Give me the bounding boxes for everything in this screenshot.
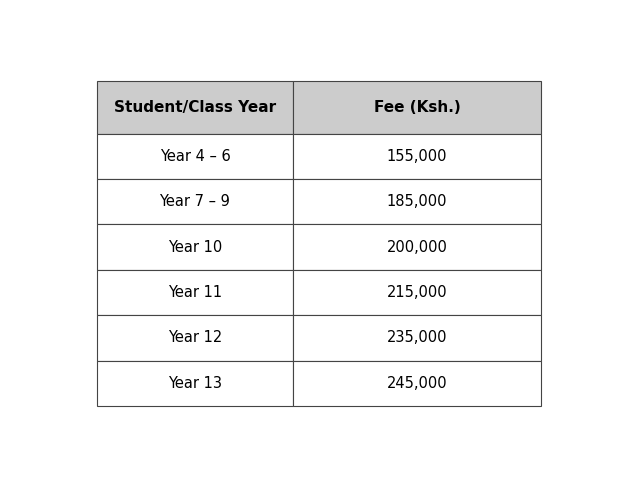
Text: 235,000: 235,000 xyxy=(387,331,447,345)
Text: Year 4 – 6: Year 4 – 6 xyxy=(159,149,231,164)
Text: Year 13: Year 13 xyxy=(168,376,222,391)
Bar xyxy=(97,134,293,179)
Text: 155,000: 155,000 xyxy=(387,149,447,164)
Bar xyxy=(97,225,293,270)
Text: Fee (Ksh.): Fee (Ksh.) xyxy=(374,100,460,115)
Text: Year 7 – 9: Year 7 – 9 xyxy=(159,194,231,209)
Text: Year 10: Year 10 xyxy=(168,240,222,255)
Bar xyxy=(97,81,293,134)
Bar xyxy=(97,315,293,361)
Bar xyxy=(293,270,541,315)
Bar xyxy=(97,361,293,406)
Bar xyxy=(293,315,541,361)
Text: 215,000: 215,000 xyxy=(387,285,447,300)
Bar xyxy=(97,270,293,315)
Text: Student/Class Year: Student/Class Year xyxy=(114,100,276,115)
Text: Year 12: Year 12 xyxy=(168,331,222,345)
Text: 185,000: 185,000 xyxy=(387,194,447,209)
Text: 245,000: 245,000 xyxy=(387,376,447,391)
Bar xyxy=(293,179,541,225)
Text: 200,000: 200,000 xyxy=(387,240,447,255)
Text: Year 11: Year 11 xyxy=(168,285,222,300)
Bar xyxy=(293,134,541,179)
Bar xyxy=(293,81,541,134)
Bar xyxy=(97,179,293,225)
Bar xyxy=(293,361,541,406)
Bar xyxy=(293,225,541,270)
